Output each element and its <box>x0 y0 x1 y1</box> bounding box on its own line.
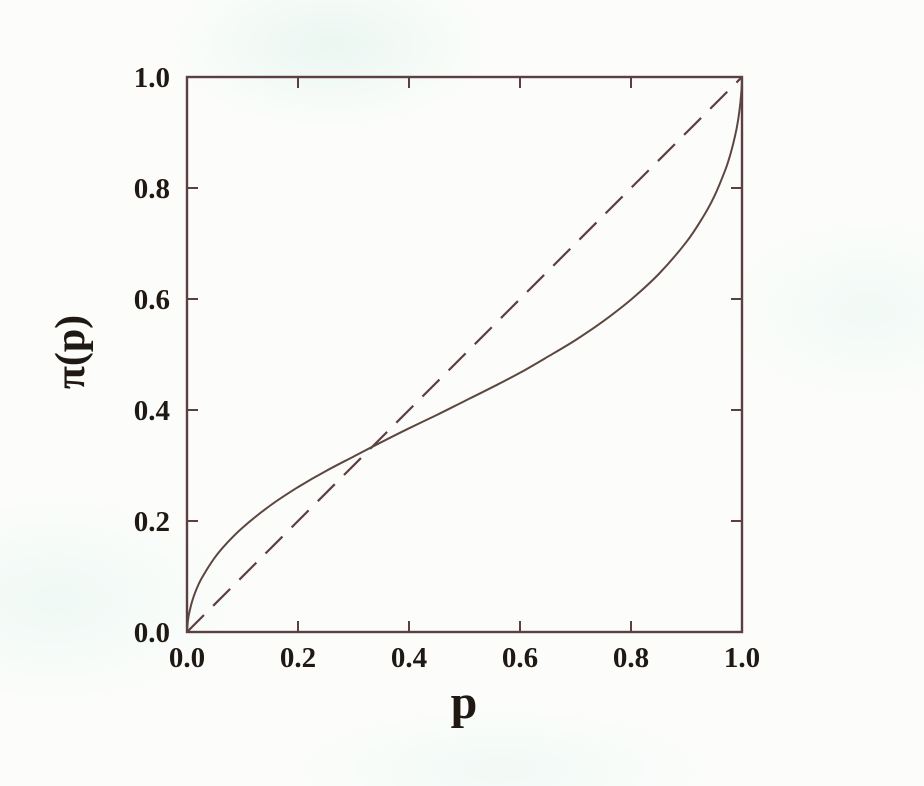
x-axis-title: p <box>451 676 478 729</box>
y-axis-title: π(p) <box>48 315 94 389</box>
y-axis-tick-label: 0.2 <box>134 506 170 538</box>
y-axis-tick-label: 1.0 <box>134 62 170 94</box>
plot-area: 0.0 0.2 0.4 0.6 0.8 1.0 0.0 0.2 0.4 0.6 0.8 1.0 <box>134 62 760 674</box>
x-axis-tick-label: 0.4 <box>391 642 427 674</box>
probability-weighting-function <box>186 76 743 633</box>
x-axis-tick-label: 0.0 <box>169 642 205 674</box>
y-axis-tick-label: 0.4 <box>134 395 170 427</box>
x-axis-tick-label: 0.6 <box>502 642 538 674</box>
x-axis-tick-label: 0.2 <box>280 642 316 674</box>
y-axis-tick-label: 0.6 <box>134 284 170 316</box>
x-axis-tick-label: 0.8 <box>613 642 649 674</box>
plot-frame <box>185 75 744 634</box>
x-axis-tick-label: 1.0 <box>724 642 760 674</box>
y-axis-tick-label: 0.8 <box>134 173 170 205</box>
y-axis-tick-label: 0.0 <box>134 617 170 649</box>
identity-diagonal <box>186 76 743 633</box>
